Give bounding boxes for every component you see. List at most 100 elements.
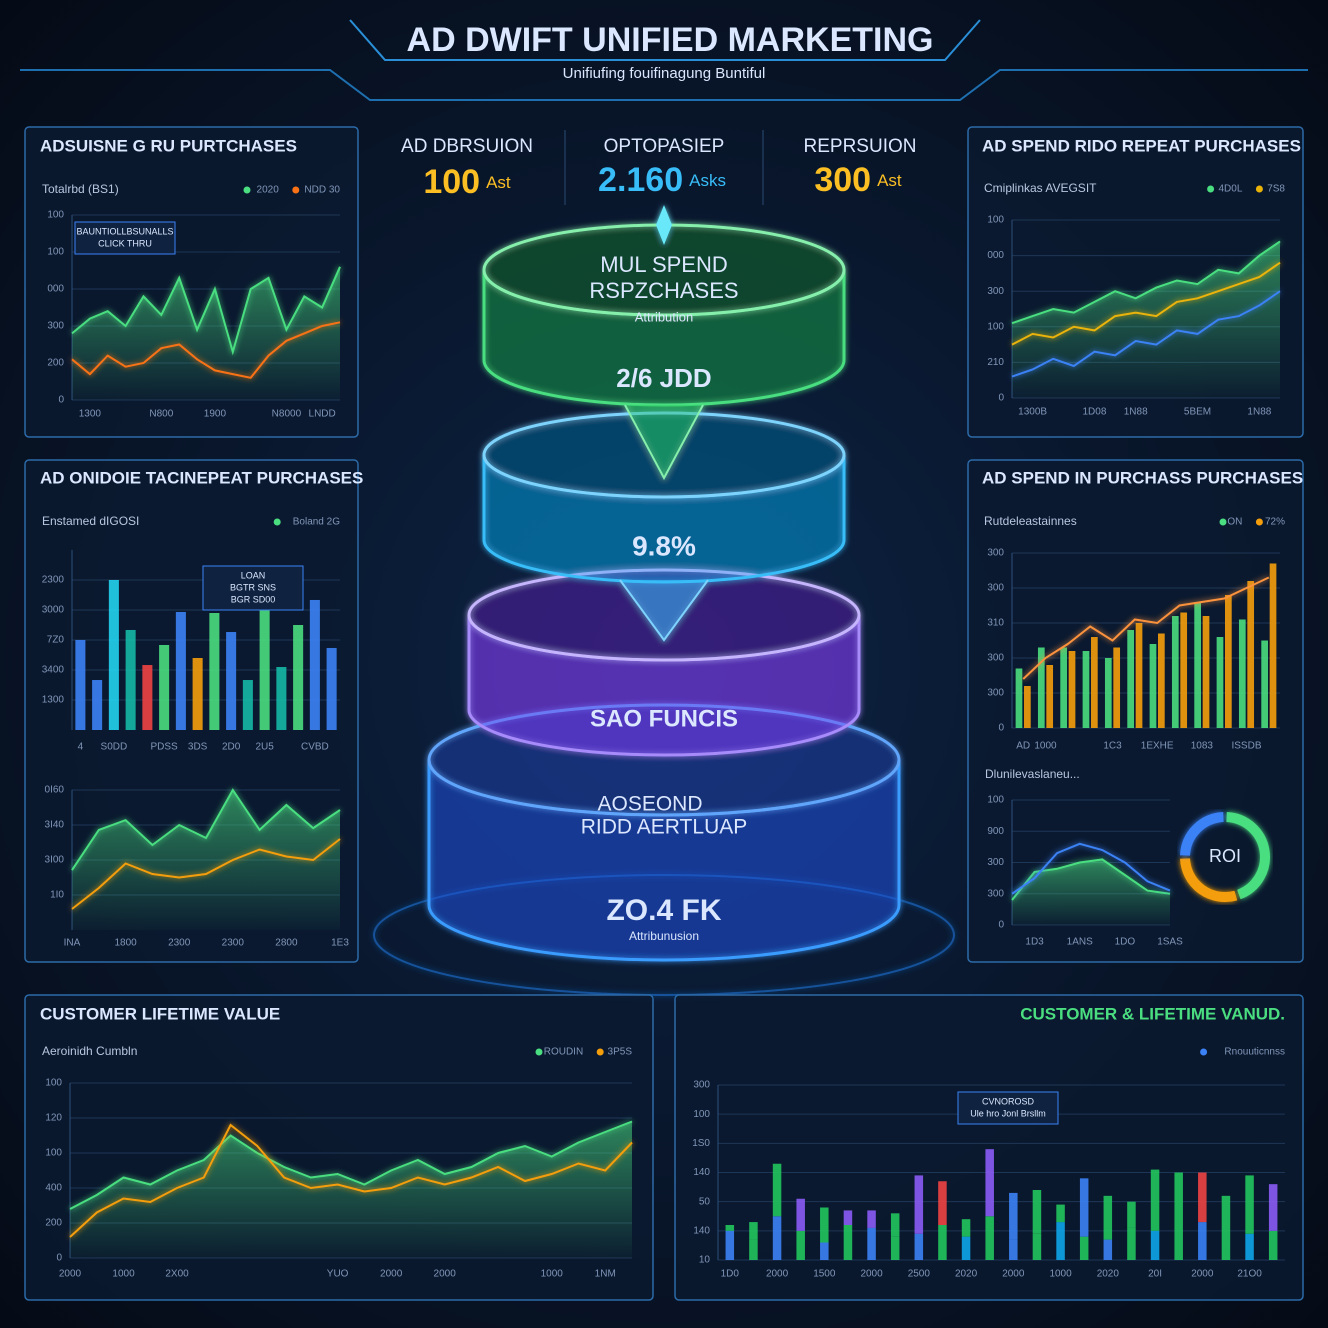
- y-tick-label: 300: [693, 1080, 710, 1091]
- bar: [175, 611, 186, 730]
- legend-label: NDD 30: [304, 185, 340, 196]
- bar: [92, 680, 103, 730]
- y-tick-label: 0I60: [45, 785, 65, 796]
- area: [1012, 859, 1170, 925]
- bar: [1269, 563, 1277, 728]
- funnel-value: 9.8%: [632, 530, 696, 561]
- panel-subtitle: Totalrbd (BS1): [42, 182, 119, 196]
- x-tick-label: 1000: [1049, 1269, 1072, 1280]
- x-tick-label: 2020: [955, 1269, 978, 1280]
- x-tick-label: 1SAS: [1157, 937, 1183, 948]
- y-tick-label: 3I40: [45, 820, 65, 831]
- bar: [725, 1225, 735, 1231]
- line: [1011, 290, 1281, 378]
- chart: CUSTOMER & LIFETIME VANUD. 10 140 50 140 1S0 1…: [692, 1004, 1285, 1280]
- annotation-text: BGR SD00: [231, 594, 276, 604]
- y-tick-label: 3400: [42, 665, 65, 676]
- bar: [867, 1227, 876, 1260]
- x-tick-label: 1ANS: [1067, 937, 1093, 948]
- bar: [1245, 1233, 1254, 1260]
- chart: 1I0 3I00 3I40 0I60 INA 1800 2300 2300 2800 1E3: [45, 785, 350, 949]
- kpi-label: OPTOPASIEP: [604, 136, 725, 157]
- bar: [1180, 612, 1188, 728]
- header-frame: [20, 69, 1308, 101]
- bar: [1046, 665, 1054, 728]
- chart: AD ONIDOIE TACINEPEAT PURCHASES Enstamed …: [40, 468, 363, 752]
- bar: [985, 1216, 994, 1260]
- x-tick-label: S0DD: [101, 742, 128, 753]
- bar: [1079, 1236, 1089, 1260]
- bar: [772, 1216, 782, 1260]
- bar: [242, 680, 253, 730]
- funnel-gem: [656, 205, 672, 245]
- bar: [1104, 658, 1112, 728]
- line: [1011, 261, 1281, 346]
- x-tick-label: AD: [1016, 741, 1030, 752]
- kpi-value: 100 Ast: [423, 163, 511, 201]
- bar: [820, 1207, 829, 1243]
- bar: [1202, 616, 1210, 728]
- bar: [1127, 1201, 1136, 1228]
- x-tick-label: 1000: [112, 1269, 135, 1280]
- area: [72, 266, 340, 400]
- header-title: AD DWIFT UNIFIED MARKETING: [407, 21, 934, 59]
- annotation-box: [74, 221, 176, 255]
- y-tick-label: 100: [47, 247, 64, 258]
- y-tick-label: 100: [987, 795, 1004, 806]
- x-tick-label: 2000: [766, 1269, 789, 1280]
- x-tick-label: 2000: [860, 1269, 883, 1280]
- x-tick-label: 1500: [813, 1269, 836, 1280]
- line: [1011, 842, 1171, 895]
- x-tick-label: LNDD: [309, 409, 336, 420]
- annotation-text: CLICK THRU: [98, 238, 152, 248]
- legend-swatch: [1200, 1048, 1208, 1056]
- y-tick-label: 100: [45, 1148, 62, 1159]
- legend-label: Boland 2G: [293, 517, 340, 528]
- bar: [1079, 1178, 1089, 1237]
- bar: [1127, 1227, 1136, 1260]
- annotation-text: CVNOROSD: [982, 1096, 1035, 1106]
- x-tick-label: 2300: [222, 938, 245, 949]
- annotation-box: [957, 1091, 1059, 1125]
- y-tick-label: 900: [987, 826, 1004, 837]
- y-tick-label: 140: [693, 1225, 710, 1236]
- y-tick-label: 200: [45, 1218, 62, 1229]
- legend-swatch: [1219, 518, 1227, 526]
- x-tick-label: YUO: [327, 1269, 349, 1280]
- y-tick-label: 300: [987, 888, 1004, 899]
- donut-segment: [1226, 812, 1270, 900]
- bar: [961, 1219, 971, 1237]
- bar: [1221, 1195, 1231, 1225]
- y-tick-label: 1I0: [50, 890, 64, 901]
- bar: [1194, 602, 1201, 728]
- y-tick-label: 100: [47, 210, 64, 221]
- annotation-text: BAUNTIOLLBSUNALLS: [76, 226, 173, 236]
- bar: [1037, 647, 1045, 728]
- x-tick-label: 1NM: [595, 1269, 616, 1280]
- bar: [890, 1213, 900, 1237]
- header-subtitle: Unifiufing fouifinagung Buntiful: [563, 65, 766, 82]
- chart: AD SPEND IN PURCHASS PURCHASES Rutdeleast…: [982, 468, 1303, 751]
- line: [71, 788, 341, 871]
- legend-label: 72%: [1265, 517, 1285, 528]
- y-tick-label: 300: [987, 286, 1004, 297]
- x-tick-label: 1EXHE: [1141, 741, 1174, 752]
- legend-swatch: [292, 186, 300, 194]
- bar: [1149, 644, 1157, 728]
- line: [69, 1120, 633, 1210]
- bar: [843, 1210, 853, 1225]
- x-tick-label: 2020: [1097, 1269, 1120, 1280]
- x-tick-label: 2000: [1191, 1269, 1214, 1280]
- y-tick-label: 50: [699, 1196, 711, 1207]
- panel-subtitle: Enstamed dIGOSI: [42, 514, 139, 528]
- kpi-row: AD DBRSUION 100 Ast OPTOPASIEP 2.160 Asks …: [401, 130, 916, 205]
- bar: [1009, 1192, 1018, 1240]
- x-tick-label: 1300: [79, 409, 102, 420]
- x-tick-label: 2300: [168, 938, 191, 949]
- kpi-value: 2.160 Asks: [598, 161, 726, 199]
- y-tick-label: 3000: [42, 605, 65, 616]
- x-tick-label: 1000: [1034, 741, 1057, 752]
- y-tick-label: 0: [998, 723, 1004, 734]
- y-tick-label: 0: [56, 1253, 62, 1264]
- bar: [1171, 616, 1179, 728]
